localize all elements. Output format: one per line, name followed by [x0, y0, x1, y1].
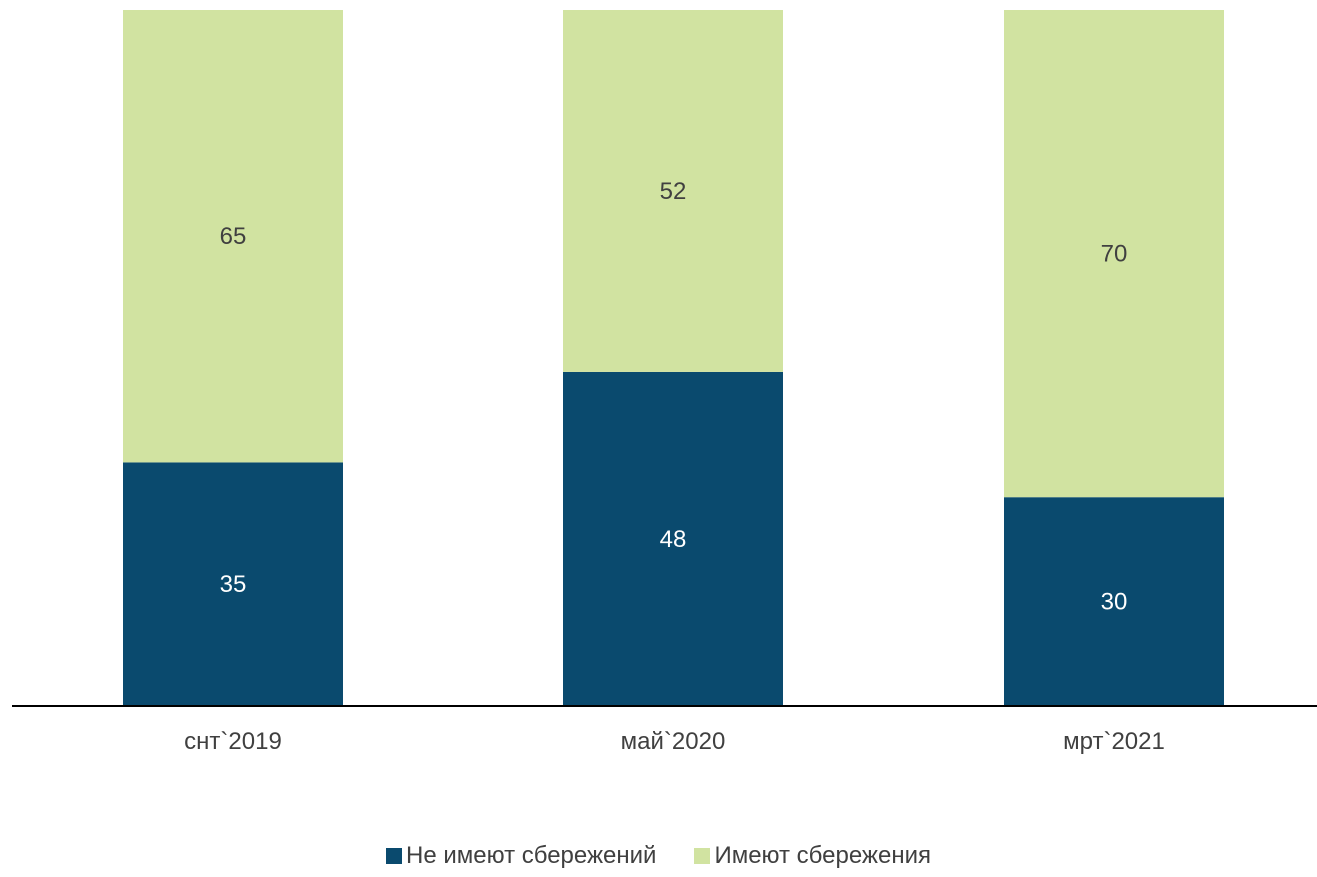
data-label-no-savings-1: 48 [660, 526, 687, 553]
legend-swatch-has-savings [694, 848, 711, 864]
data-label-no-savings-0: 35 [220, 571, 247, 598]
bar-has-savings-2 [1004, 10, 1224, 498]
legend-label-has-savings: Имеют сбережения [714, 842, 931, 869]
x-tick-label-0: снт`2019 [184, 728, 282, 755]
legend-item-no-savings: Не имеют сбережений [386, 842, 656, 870]
data-label-has-savings-0: 65 [220, 223, 247, 250]
bar-no-savings-0 [123, 462, 343, 706]
data-label-has-savings-1: 52 [660, 178, 687, 205]
legend: Не имеют сбережений Имеют сбережения [0, 842, 1317, 870]
bar-no-savings-2 [1004, 497, 1224, 706]
data-label-no-savings-2: 30 [1101, 589, 1128, 616]
legend-item-has-savings: Имеют сбережения [694, 842, 931, 870]
x-tick-label-1: май`2020 [621, 728, 726, 755]
legend-swatch-no-savings [386, 848, 402, 864]
bar-no-savings-1 [563, 371, 783, 706]
x-tick-label-2: мрт`2021 [1063, 728, 1165, 755]
bar-has-savings-1 [563, 10, 783, 372]
bar-has-savings-0 [123, 10, 343, 463]
data-label-has-savings-2: 70 [1101, 241, 1128, 268]
legend-label-no-savings: Не имеют сбережений [406, 842, 657, 869]
chart-plot: 35 65 снт`2019 48 52 май`2020 30 70 мрт`2021 [12, 10, 1317, 755]
